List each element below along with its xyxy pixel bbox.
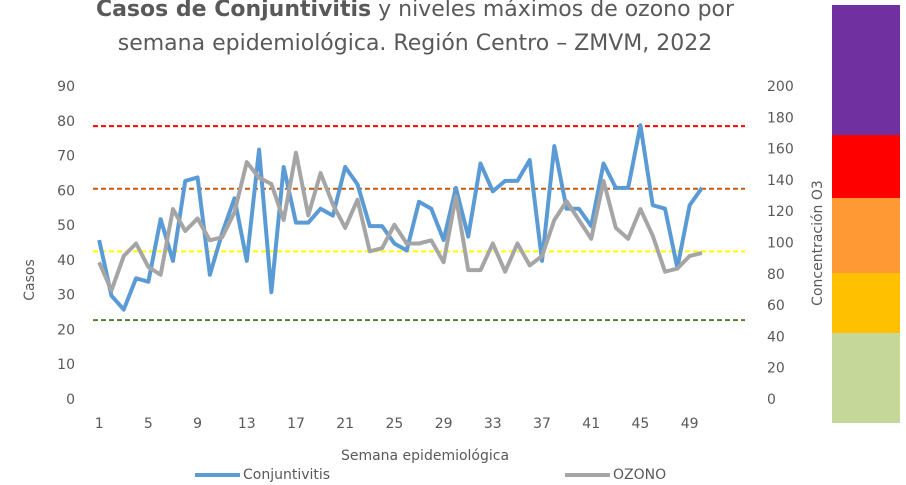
y2-tick-label: 180 — [767, 110, 794, 126]
series-line — [97, 150, 703, 293]
x-tick-label: 17 — [287, 416, 305, 432]
x-tick-label: 21 — [336, 416, 354, 432]
x-tick-label: 29 — [435, 416, 453, 432]
y-tick-label: 50 — [57, 218, 75, 234]
legend-label: Conjuntivitis — [243, 467, 330, 483]
chart-title-line: semana epidemiológica. Región Centro – Z… — [118, 31, 713, 56]
y2-tick-label: 40 — [767, 329, 785, 345]
x-tick-label: 37 — [533, 416, 551, 432]
x-tick-label: 41 — [582, 416, 600, 432]
y-tick-label: 30 — [57, 288, 75, 304]
x-tick-label: 9 — [193, 416, 202, 432]
band-orange — [832, 198, 900, 273]
y2-tick-label: 120 — [767, 204, 794, 220]
series-line — [97, 123, 704, 312]
x-tick-label: 1 — [95, 416, 104, 432]
y2-axis-title: Concentración O3 — [810, 180, 826, 306]
y-tick-label: 60 — [57, 183, 75, 199]
x-tick-label: 5 — [144, 416, 153, 432]
y2-tick-label: 100 — [767, 236, 794, 252]
x-tick-label: 25 — [385, 416, 403, 432]
y-tick-label: 0 — [66, 392, 75, 408]
x-tick-label: 45 — [632, 416, 650, 432]
band-yellow — [832, 273, 900, 338]
title-bold: Casos de Conjuntivitis — [96, 0, 371, 22]
y-tick-label: 20 — [57, 322, 75, 338]
y2-tick-label: 60 — [767, 298, 785, 314]
y2-tick-label: 160 — [767, 142, 794, 158]
y-tick-label: 40 — [57, 253, 75, 269]
y-tick-label: 80 — [57, 114, 75, 130]
y-tick-label: 70 — [57, 149, 75, 165]
y2-tick-label: 0 — [767, 392, 776, 408]
x-tick-label: 33 — [484, 416, 502, 432]
band-green — [832, 333, 900, 423]
chart-title: Casos de Conjuntivitis y niveles máximos… — [96, 0, 735, 22]
band-red — [832, 135, 900, 198]
y-axis-title: Casos — [22, 259, 38, 301]
band-purple — [832, 5, 900, 135]
y2-tick-label: 200 — [767, 79, 794, 95]
x-tick-label: 13 — [238, 416, 256, 432]
y2-tick-label: 140 — [767, 173, 794, 189]
x-axis-title: Semana epidemiológica — [341, 448, 509, 464]
y-tick-label: 10 — [57, 357, 75, 373]
y-tick-label: 90 — [57, 79, 75, 95]
y2-tick-label: 80 — [767, 267, 785, 283]
title-part: y niveles máximos de ozono por — [378, 0, 735, 22]
y2-tick-label: 20 — [767, 361, 785, 377]
legend-label: OZONO — [613, 467, 666, 483]
x-tick-label: 49 — [681, 416, 699, 432]
